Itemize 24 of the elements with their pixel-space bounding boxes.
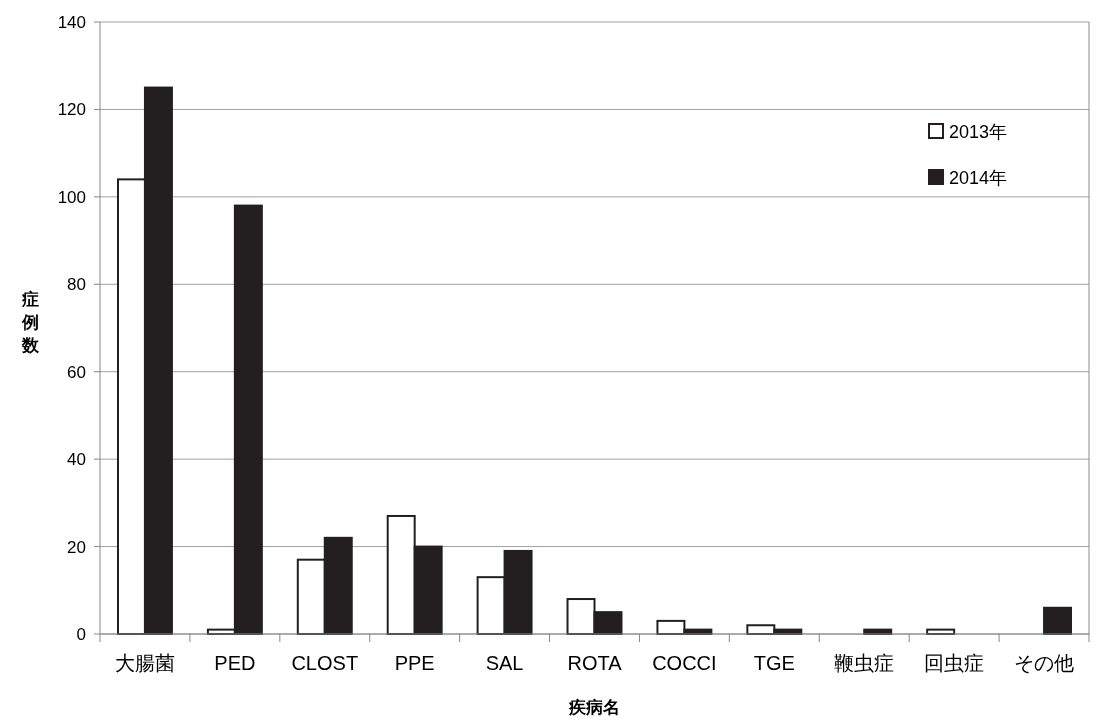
y-tick-label: 60 xyxy=(67,362,86,382)
y-tick-label: 20 xyxy=(67,537,86,557)
x-tick-label: PPE xyxy=(394,652,435,674)
bar xyxy=(1043,606,1073,635)
x-tick-label: その他 xyxy=(1014,652,1075,674)
y-axis-title: 症例数 xyxy=(20,290,40,355)
x-tick-label: 大腸菌 xyxy=(114,652,175,674)
y-tick-label: 100 xyxy=(57,187,86,207)
legend-label: 2013年 xyxy=(949,122,1008,143)
x-tick-label: 鞭虫症 xyxy=(834,652,895,674)
y-tick-label: 140 xyxy=(57,12,86,32)
x-axis-title: 疾病名 xyxy=(568,698,620,717)
y-tick-label: 80 xyxy=(67,275,86,295)
x-tick-label: CLOST xyxy=(291,652,359,674)
x-tick-label: SAL xyxy=(485,652,524,674)
x-tick-label: 回虫症 xyxy=(924,652,985,674)
x-tick-label: COCCI xyxy=(652,652,717,674)
x-tick-label: PED xyxy=(214,652,256,674)
y-tick-label: 120 xyxy=(57,100,86,120)
y-tick-label: 40 xyxy=(67,450,86,470)
legend-label: 2014年 xyxy=(949,168,1008,189)
y-tick-label: 0 xyxy=(76,624,86,644)
x-tick-label: TGE xyxy=(753,652,795,674)
x-tick-label: ROTA xyxy=(567,652,623,674)
